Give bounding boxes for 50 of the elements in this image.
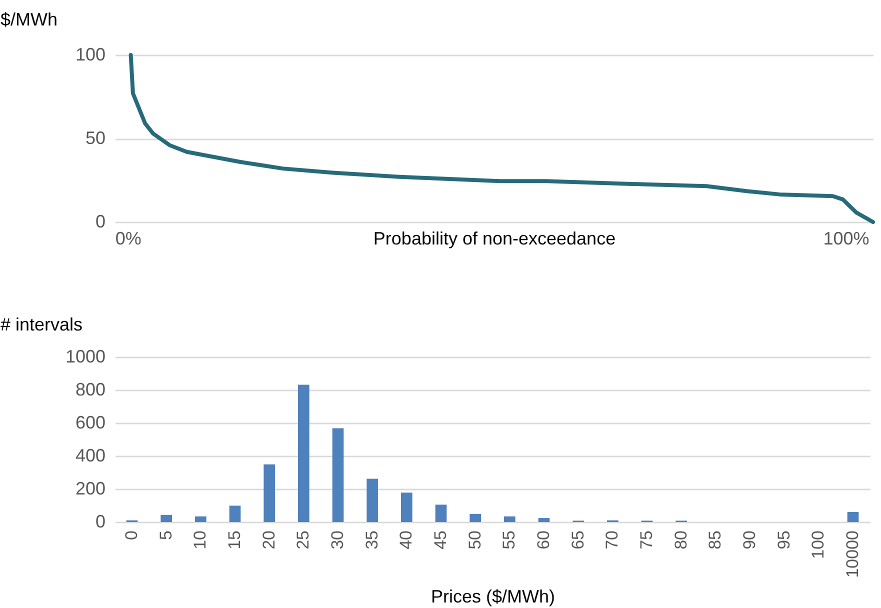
x-tick-label: 5 [156,530,176,540]
x-tick-label: 10 [190,530,210,550]
x-tick-label: 75 [637,530,656,550]
x-tick-label: 20 [259,530,278,550]
bar [160,514,172,522]
x-tick-label: 40 [396,530,416,550]
bar [298,384,310,522]
y-tick-label: 50 [85,128,106,148]
y-axis-title: $/MWh [0,10,58,30]
y-tick-label: 400 [75,446,106,466]
x-tick-label: 100% [823,228,870,248]
x-tick-label: 90 [740,530,760,550]
y-axis-title: # intervals [0,314,83,334]
x-tick-label: 15 [224,530,244,550]
line-series [128,53,875,224]
x-axis-title: Prices ($/MWh) [430,586,556,606]
bar [401,492,412,522]
x-tick-label: 80 [671,530,690,550]
x-axis-title: Probability of non-exceedance [373,228,616,248]
x-tick-label: 25 [294,530,313,550]
x-tick-label: 85 [706,530,725,550]
x-tick-label: 95 [774,530,794,550]
x-tick-label: 50 [465,530,484,550]
bar [195,516,206,522]
bar [470,514,481,522]
y-tick-label: 0 [95,212,106,232]
x-tick-label: 0 [122,530,141,540]
x-tick-label: 70 [602,530,622,550]
x-tick-label: 0% [115,228,142,248]
bar [847,512,859,522]
x-tick-label: 60 [534,530,553,550]
bar [504,516,516,522]
y-tick-label: 100 [75,44,106,64]
y-tick-label: 200 [75,478,106,498]
bar [332,428,344,522]
bar [366,478,378,522]
y-tick-label: 1000 [65,346,106,366]
x-tick-label: 30 [328,530,347,550]
y-tick-label: 600 [75,412,106,432]
x-tick-label: 35 [362,530,382,550]
x-tick-label: 45 [431,530,450,550]
x-tick-label: 55 [500,530,519,550]
y-tick-label: 800 [75,380,106,400]
bar [538,518,550,522]
x-tick-label: 100 [808,530,828,559]
bar [435,504,447,522]
bar [264,464,275,522]
x-tick-label: 65 [568,530,588,550]
x-tick-label: 10000 [843,530,862,578]
bar [229,506,241,522]
